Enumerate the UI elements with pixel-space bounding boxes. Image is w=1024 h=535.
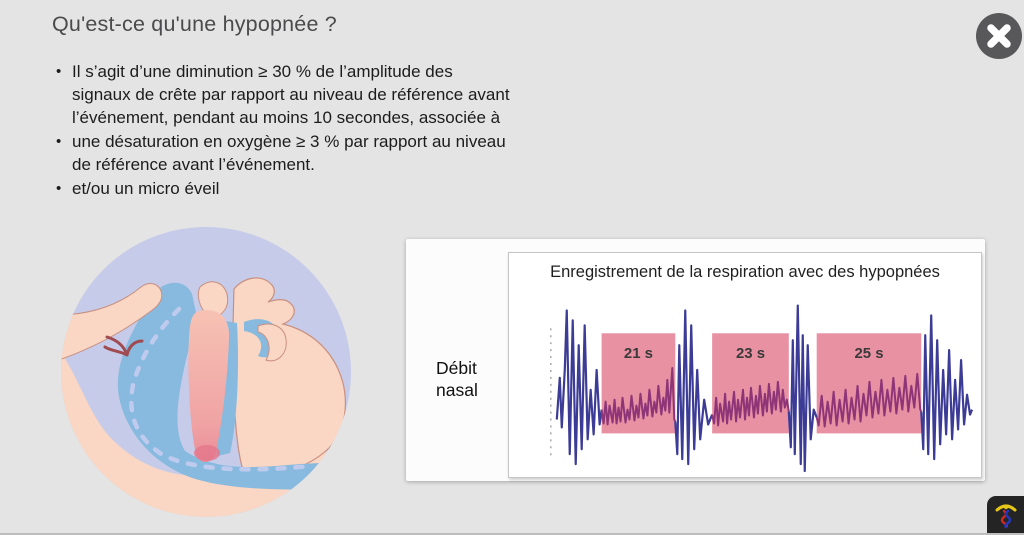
airway-illustration [61,227,351,517]
page-title: Qu'est-ce qu'une hypopnée ? [52,12,337,36]
hypopnea-duration-3: 25 s [854,346,883,362]
hypopnea-breathing-trace [600,366,923,428]
close-button[interactable] [976,13,1022,59]
y-axis-label: Débit nasal [436,358,478,400]
bullet-list: Il s’agit d’une diminution ≥ 30 % de l’a… [52,60,514,201]
respiration-chart: Enregistrement de la respiration avec de… [508,252,982,478]
soft-palate [257,323,287,362]
nose-brow [61,283,163,362]
chart-panel: Débit nasal Enregistrement de la respira… [406,239,985,481]
bullet-item: et/ou un micro éveil [52,177,514,200]
waveform: 21 s 23 s 25 s [550,304,974,473]
hypopnea-duration-2: 23 s [736,346,765,362]
airway-passage [117,282,351,490]
hypopnea-duration-1: 21 s [624,346,653,362]
caduceus-icon[interactable] [987,496,1024,533]
normal-breathing-trace [555,304,974,473]
tongue-tip [194,445,220,461]
bullet-item: Il s’agit d’une diminution ≥ 30 % de l’a… [52,60,514,129]
bullet-item: une désaturation en oxygène ≥ 3 % par ra… [52,130,514,176]
uvula-mark [103,335,144,357]
hypopnea-box-2 [712,333,789,434]
chart-title: Enregistrement de la respiration avec de… [550,263,940,281]
close-icon [987,24,1011,48]
airflow-arrows-icon [129,306,314,472]
tongue [188,310,230,463]
palate-bump [197,281,229,317]
